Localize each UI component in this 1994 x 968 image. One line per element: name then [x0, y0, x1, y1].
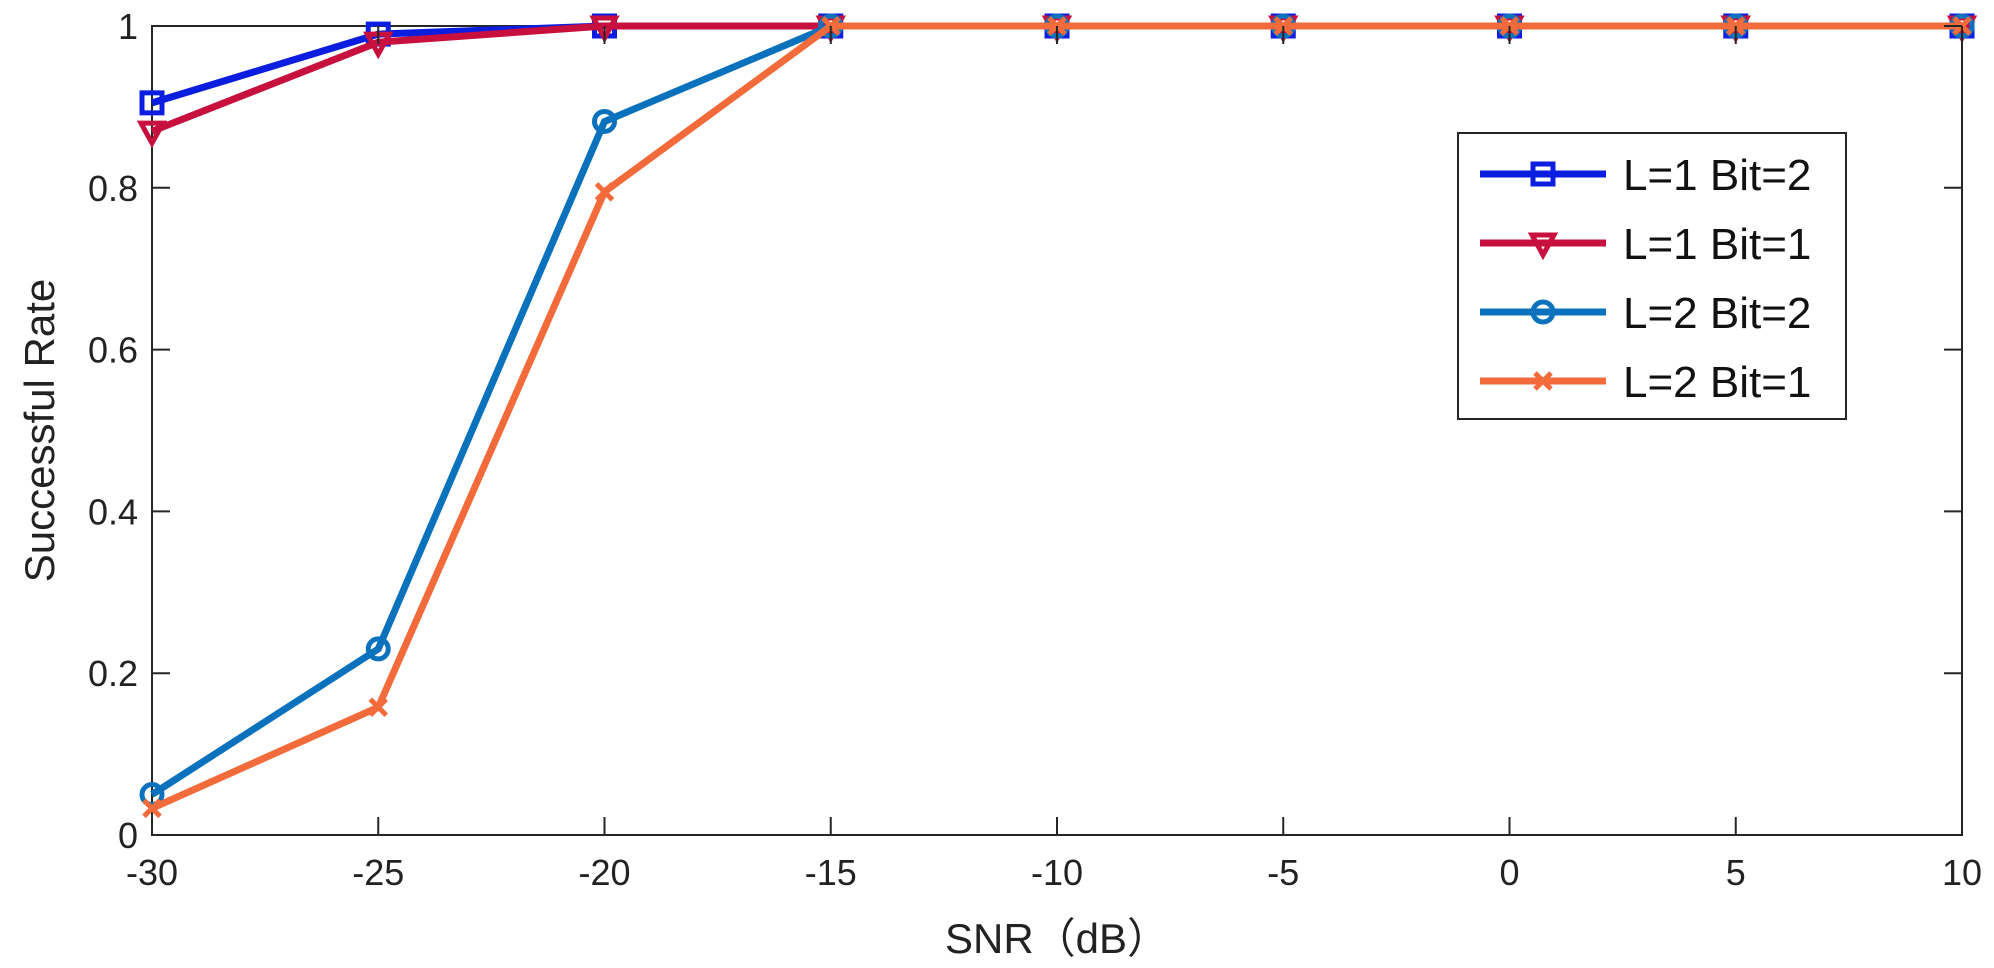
data-point: [365, 636, 391, 662]
x-marker-stroke: [142, 798, 162, 819]
x-tick-label: -15: [805, 852, 857, 893]
data-point: [589, 15, 620, 44]
x-tick-label: 5: [1726, 852, 1746, 893]
y-tick-label: 0: [118, 815, 138, 856]
legend-item: L=1 Bit=1: [1480, 220, 1811, 269]
legend-label: L=2 Bit=1: [1623, 358, 1811, 407]
legend-label: L=1 Bit=2: [1623, 151, 1811, 200]
legend-marker: [1530, 299, 1556, 325]
legend-label: L=1 Bit=1: [1623, 220, 1811, 269]
legend-marker: [1530, 161, 1556, 187]
data-point: [594, 182, 615, 202]
x-tick-label: 10: [1942, 852, 1982, 893]
x-marker-stroke: [1533, 371, 1553, 391]
legend: L=1 Bit=2 L=1 Bit=1 L=2 Bit=2 L=2 Bit=1: [1457, 132, 1847, 420]
x-marker-stroke: [368, 697, 389, 717]
data-point: [136, 120, 168, 149]
data-point: [139, 90, 165, 116]
y-tick-label: 0.2: [88, 653, 138, 694]
legend-item: L=1 Bit=2: [1480, 151, 1811, 200]
x-tick-label: -5: [1267, 852, 1299, 893]
y-tick-label: 1: [118, 6, 138, 47]
legend-item: L=2 Bit=1: [1480, 358, 1811, 407]
ticks-layer: -30 -25 -20 -15 -10 -5 0 5 10 0 0.2 0.4 0.6 0.8 1: [88, 6, 1982, 893]
x-tick-label: -10: [1031, 852, 1083, 893]
x-tick-label: -25: [352, 852, 404, 893]
data-point: [592, 108, 617, 134]
legend-label: L=2 Bit=2: [1623, 289, 1811, 338]
x-axis-label: SNR（dB）: [945, 915, 1169, 962]
legend-box: [1457, 132, 1847, 420]
y-tick-label: 0.4: [88, 491, 138, 532]
data-point: [142, 798, 162, 819]
legend-item: L=2 Bit=2: [1480, 289, 1811, 338]
x-tick-label: 0: [1499, 852, 1519, 893]
x-marker-stroke: [594, 182, 615, 202]
x-tick-label: -20: [578, 852, 630, 893]
legend-marker: [1533, 371, 1553, 391]
legend-marker: [1527, 232, 1559, 261]
data-point: [368, 697, 389, 717]
y-tick-label: 0.6: [88, 330, 138, 371]
y-tick-label: 0.8: [88, 168, 138, 209]
y-axis-label: Successful Rate: [16, 279, 63, 582]
x-tick-label: -30: [126, 852, 178, 893]
